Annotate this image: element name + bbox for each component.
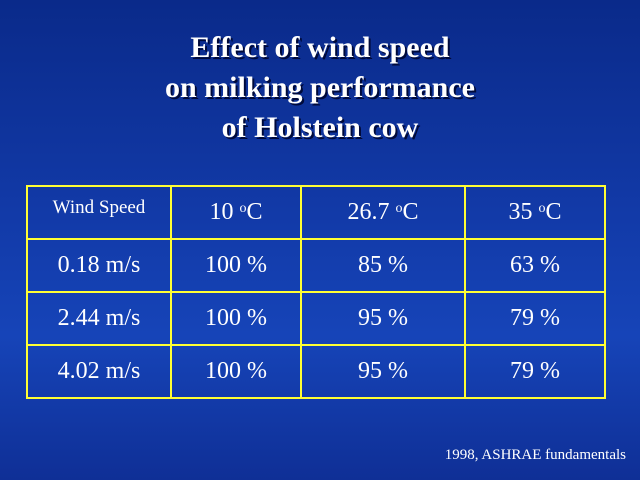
row-3-speed: 4.02 m/s	[26, 344, 172, 399]
row-1-value-3: 63 %	[464, 238, 606, 293]
header-temp-1: 10 oC	[170, 185, 302, 240]
header-temp-2: 26.7 oC	[300, 185, 466, 240]
title-line-3: of Holstein cow	[221, 111, 419, 144]
table-row: 2.44 m/s 100 % 95 % 79 %	[26, 291, 606, 346]
source-citation: 1998, ASHRAE fundamentals	[444, 447, 626, 463]
milking-performance-table: Wind Speed 10 oC 26.7 oC 35 oC 0.18 m/s …	[26, 185, 606, 399]
row-1-speed: 0.18 m/s	[26, 238, 172, 293]
row-3-value-2: 95 %	[300, 344, 466, 399]
row-3-value-3: 79 %	[464, 344, 606, 399]
row-2-value-2: 95 %	[300, 291, 466, 346]
header-wind-speed: Wind Speed	[26, 185, 172, 240]
row-1-value-1: 100 %	[170, 238, 302, 293]
table-row: 0.18 m/s 100 % 85 % 63 %	[26, 238, 606, 293]
row-1-value-2: 85 %	[300, 238, 466, 293]
slide-title: Effect of wind speed on milking performa…	[0, 28, 640, 148]
row-2-value-3: 79 %	[464, 291, 606, 346]
title-line-1: Effect of wind speed	[190, 31, 450, 64]
row-2-speed: 2.44 m/s	[26, 291, 172, 346]
table-header-row: Wind Speed 10 oC 26.7 oC 35 oC	[26, 185, 606, 240]
row-3-value-1: 100 %	[170, 344, 302, 399]
table-row: 4.02 m/s 100 % 95 % 79 %	[26, 344, 606, 399]
row-2-value-1: 100 %	[170, 291, 302, 346]
title-line-2: on milking performance	[165, 71, 475, 104]
header-temp-3: 35 oC	[464, 185, 606, 240]
